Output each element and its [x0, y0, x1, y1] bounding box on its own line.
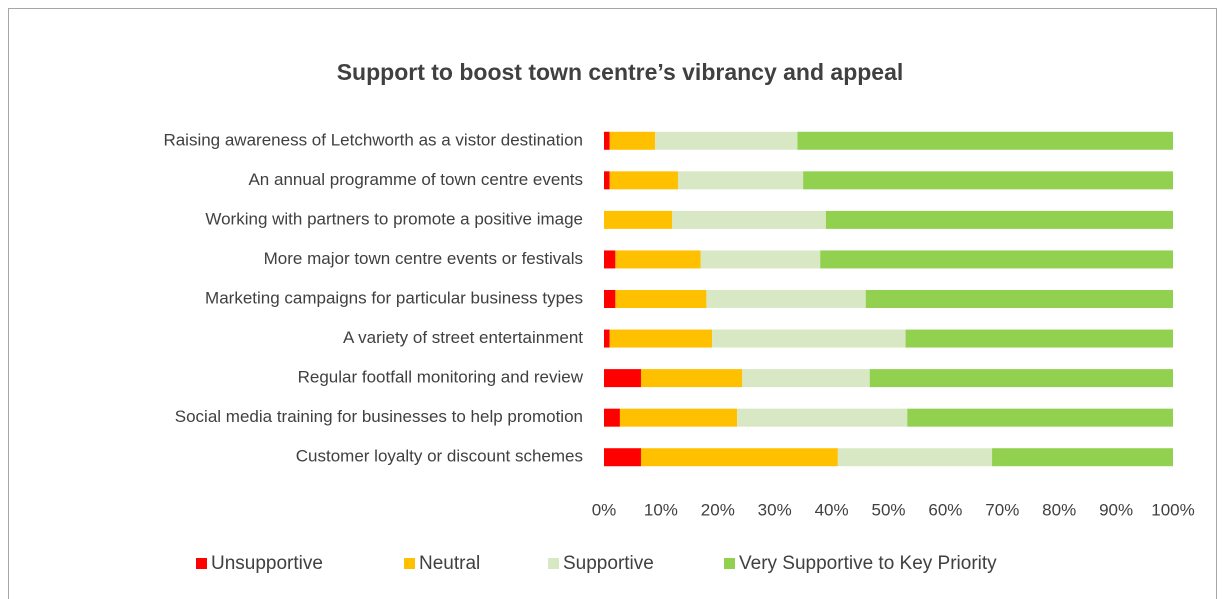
bar-segment [820, 250, 1173, 269]
chart-title: Support to boost town centre’s vibrancy … [337, 59, 904, 85]
x-tick-label: 50% [871, 500, 905, 519]
chart-border [8, 8, 1217, 599]
legend-label: Very Supportive to Key Priority [739, 553, 997, 574]
bar-segment [604, 131, 610, 150]
bar-segment [615, 290, 707, 308]
bar-segment [837, 448, 993, 467]
bar-segment [609, 329, 713, 348]
legend-swatch [548, 558, 559, 569]
legend-label: Supportive [563, 553, 654, 574]
legend-label: Unsupportive [211, 553, 323, 574]
legend-swatch [404, 558, 415, 569]
bar-segment [706, 290, 866, 308]
bar-segment [905, 329, 1173, 348]
bar-segment [604, 408, 620, 427]
bar-segment [992, 448, 1173, 467]
bar-segment [655, 131, 798, 150]
bar-segment [604, 171, 610, 190]
bar-segment [604, 329, 610, 348]
bar-segment [619, 408, 738, 427]
category-label: Social media training for businesses to … [175, 407, 583, 426]
bar-segment [615, 250, 701, 269]
category-label: Customer loyalty or discount schemes [296, 447, 583, 466]
bar-segment [907, 408, 1173, 427]
x-tick-label: 40% [815, 500, 849, 519]
bar-segment [604, 250, 616, 269]
bar-segment [865, 290, 1173, 308]
x-tick-label: 80% [1042, 500, 1076, 519]
bar-segment [604, 290, 616, 308]
category-label: Raising awareness of Letchworth as a vis… [163, 130, 583, 149]
category-label: More major town centre events or festiva… [264, 249, 583, 268]
x-tick-label: 30% [758, 500, 792, 519]
bar-segment [609, 131, 656, 150]
bar-segment [609, 171, 678, 190]
legend-swatch [724, 558, 735, 569]
x-tick-label: 70% [985, 500, 1019, 519]
category-label: Marketing campaigns for particular busin… [205, 288, 583, 307]
category-label: Working with partners to promote a posit… [205, 209, 583, 228]
legend-label: Neutral [419, 553, 480, 574]
bar-segment [737, 408, 908, 427]
x-tick-label: 20% [701, 500, 735, 519]
bar-segment [742, 369, 870, 388]
legend-swatch [196, 558, 207, 569]
bar-segment [604, 210, 673, 229]
bar-segment [672, 210, 826, 229]
bar-segment [604, 369, 641, 388]
bar-segment [825, 210, 1173, 229]
bar-segment [869, 369, 1173, 388]
bar-segment [803, 171, 1173, 190]
bar-segment [797, 131, 1173, 150]
x-tick-label: 100% [1151, 500, 1194, 519]
category-label: A variety of street entertainment [343, 328, 583, 347]
bar-segment [677, 171, 804, 190]
bar-segment [712, 329, 906, 348]
x-tick-label: 10% [644, 500, 678, 519]
x-tick-label: 90% [1099, 500, 1133, 519]
x-tick-label: 60% [928, 500, 962, 519]
bar-segment [640, 369, 743, 388]
bar-segment [604, 448, 641, 467]
category-label: Regular footfall monitoring and review [298, 368, 584, 387]
bar-segment [640, 448, 838, 467]
category-label: An annual programme of town centre event… [248, 170, 583, 189]
x-tick-label: 0% [592, 500, 617, 519]
bar-segment [700, 250, 821, 269]
